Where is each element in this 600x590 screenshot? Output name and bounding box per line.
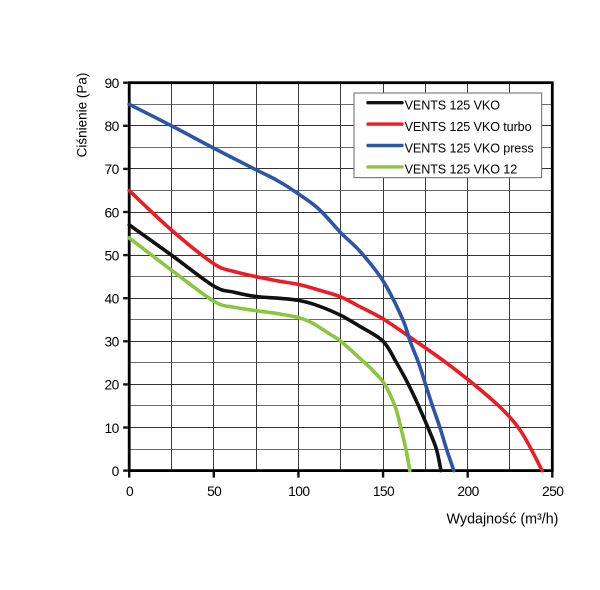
svg-text:50: 50 [207, 484, 222, 499]
svg-text:VENTS 125 VKO turbo: VENTS 125 VKO turbo [405, 120, 532, 134]
svg-text:Ciśnienie (Pa): Ciśnienie (Pa) [75, 73, 90, 158]
svg-text:100: 100 [288, 484, 310, 499]
svg-text:200: 200 [457, 484, 479, 499]
svg-text:70: 70 [105, 162, 120, 177]
svg-text:250: 250 [542, 484, 564, 499]
svg-text:0: 0 [112, 464, 120, 479]
svg-text:30: 30 [105, 335, 120, 350]
svg-text:90: 90 [105, 76, 120, 91]
svg-text:80: 80 [105, 119, 120, 134]
svg-text:20: 20 [105, 378, 120, 393]
svg-text:10: 10 [105, 421, 120, 436]
svg-text:60: 60 [105, 205, 120, 220]
svg-text:VENTS 125 VKO 12: VENTS 125 VKO 12 [405, 163, 518, 177]
svg-text:VENTS 125 VKO press: VENTS 125 VKO press [405, 141, 534, 155]
svg-text:150: 150 [373, 484, 395, 499]
svg-text:50: 50 [105, 248, 120, 263]
svg-text:0: 0 [126, 484, 134, 499]
svg-text:VENTS 125 VKO: VENTS 125 VKO [405, 99, 501, 113]
svg-text:Wydajność (m³/h): Wydajność (m³/h) [447, 512, 559, 528]
svg-text:40: 40 [105, 292, 120, 307]
